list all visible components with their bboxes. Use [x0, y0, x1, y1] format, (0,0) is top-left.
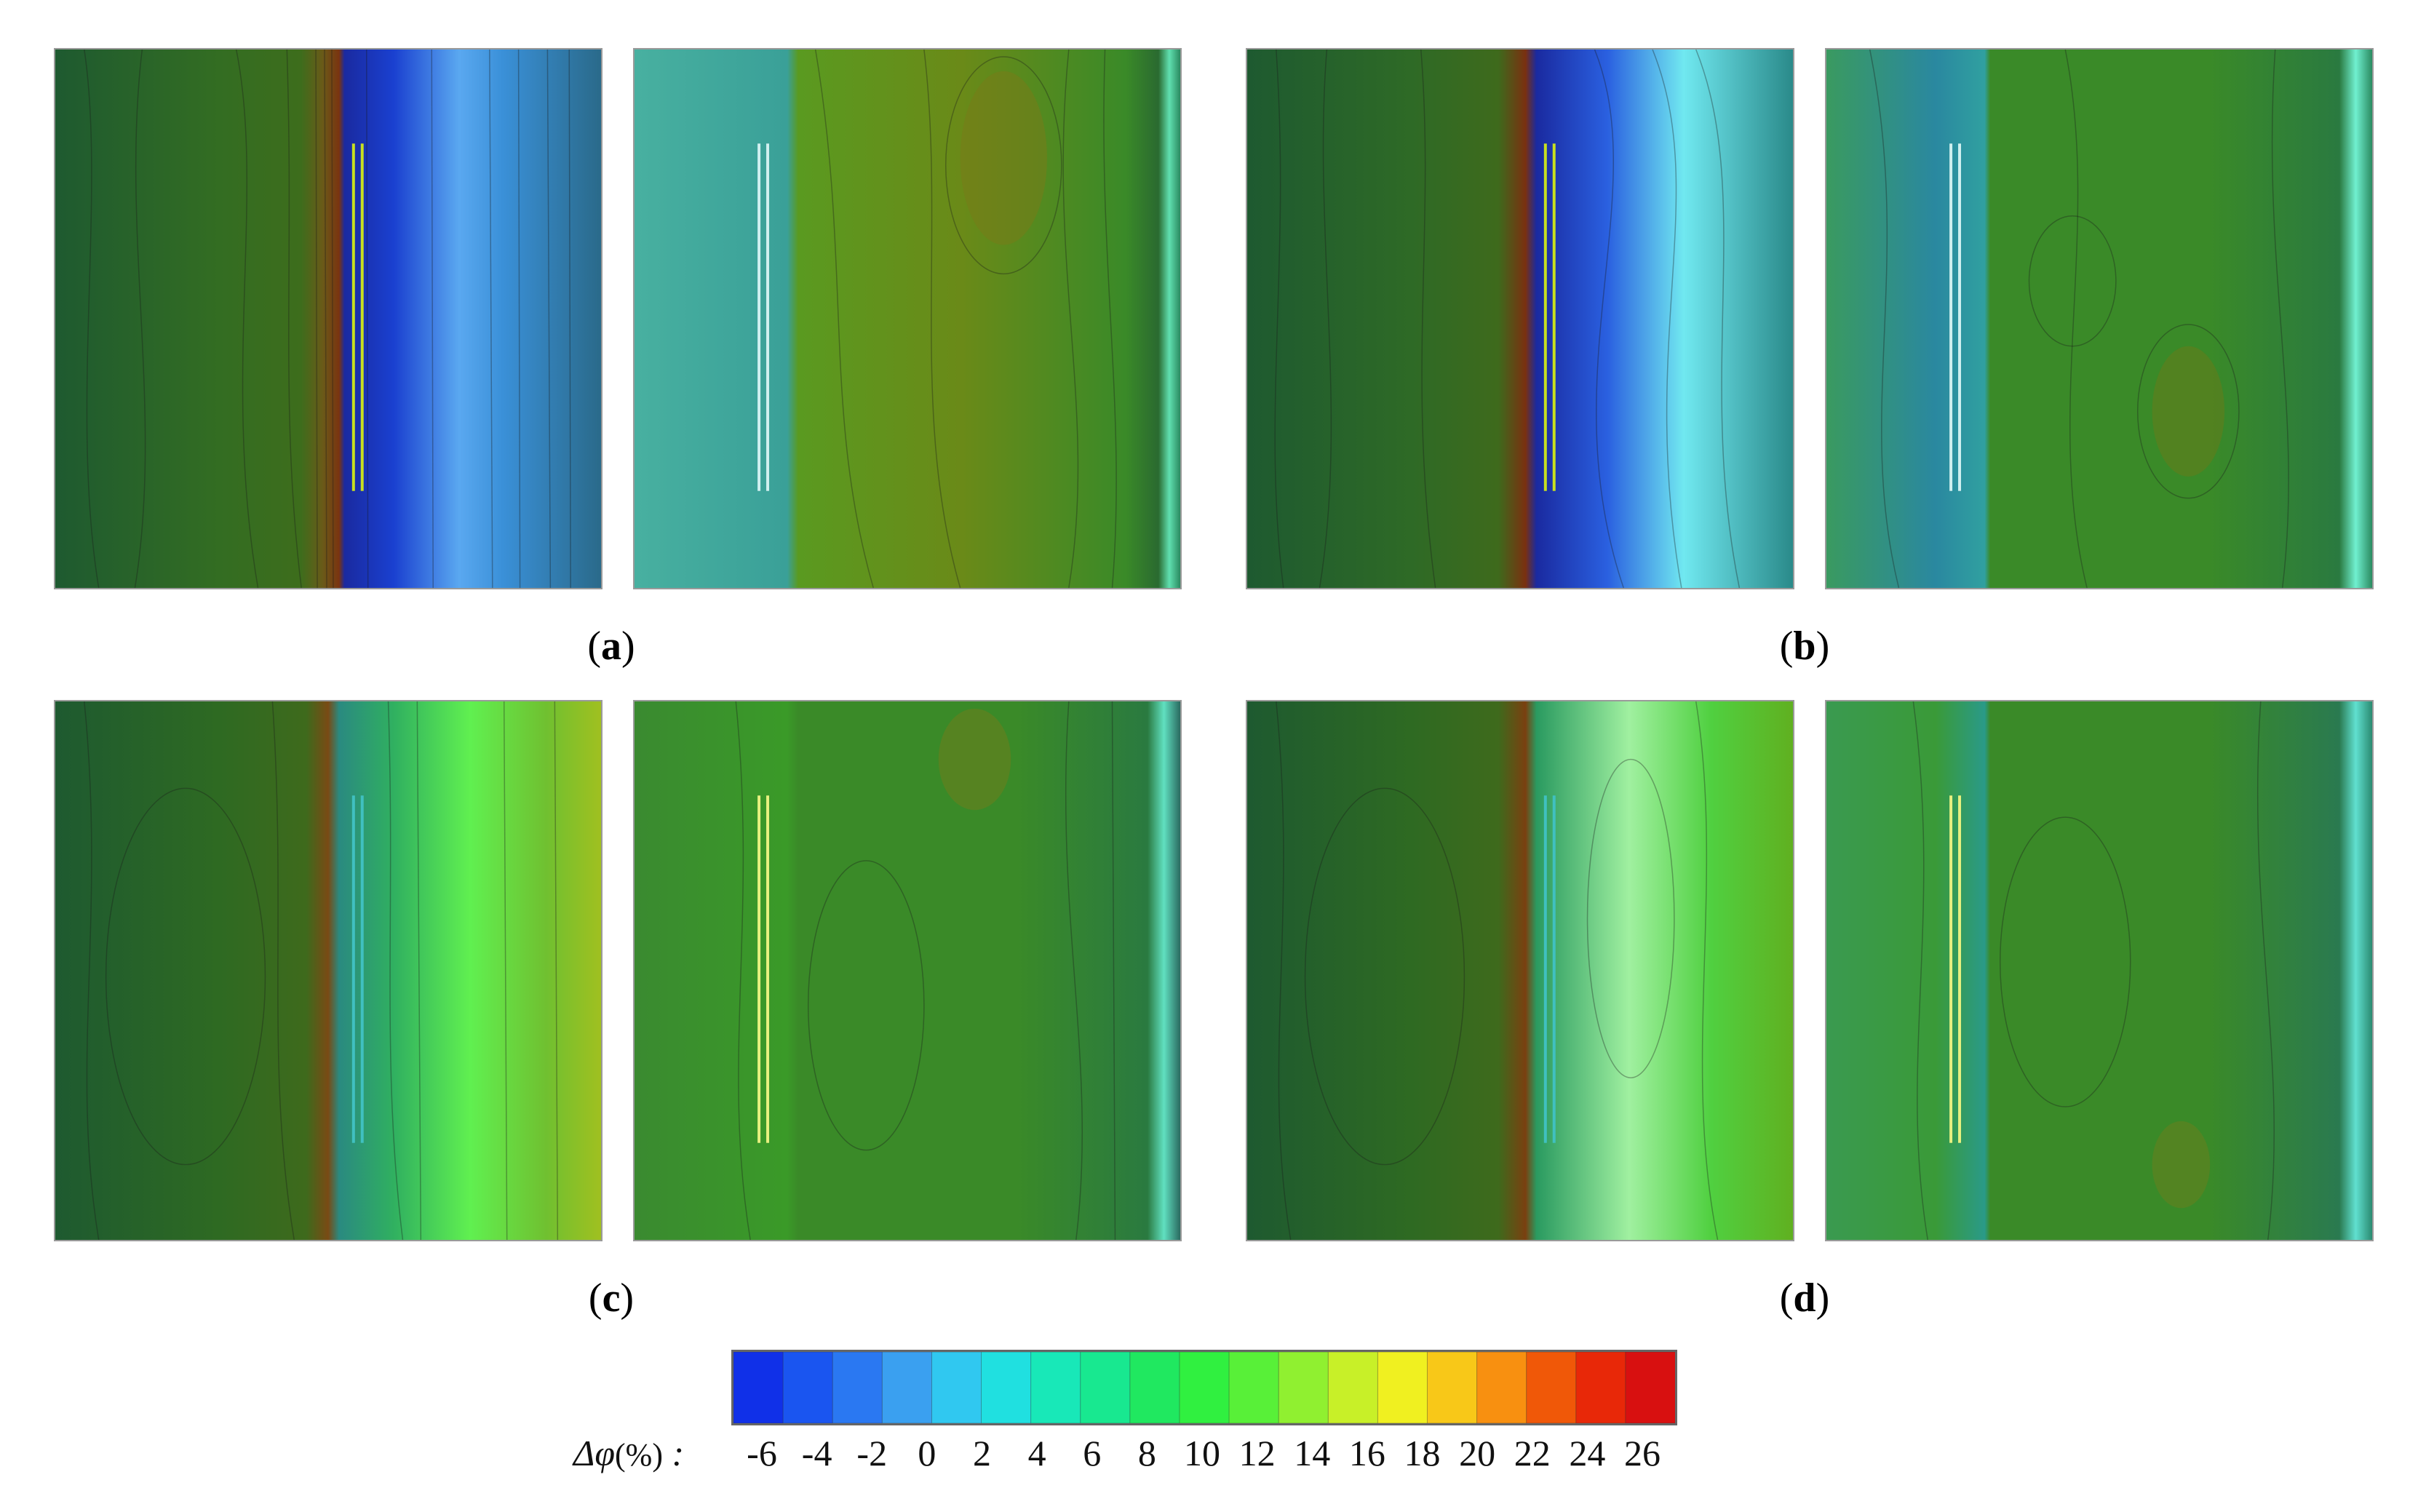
colorbar-swatch: [931, 1352, 982, 1423]
colorbar-symbol: Δφ: [573, 1433, 616, 1473]
colorbar-swatch: [733, 1352, 784, 1423]
colorbar-swatch: [1179, 1352, 1230, 1423]
panel-a-right-contour: [633, 48, 1182, 589]
colorbar-tick-label: 4: [1027, 1433, 1046, 1473]
panel-b-right-contour: [1825, 48, 2374, 589]
colorbar-tick-label: 8: [1137, 1433, 1156, 1473]
colorbar-swatch: [782, 1352, 834, 1423]
caption-a: (a): [587, 624, 635, 669]
colorbar-label: Δφ(%) :: [573, 1432, 684, 1474]
colorbar-tick-label: 26: [1624, 1433, 1661, 1473]
colorbar-unit: (%): [615, 1437, 663, 1473]
colorbar-swatch: [1526, 1352, 1577, 1423]
colorbar-swatch: [981, 1352, 1032, 1423]
caption-d: (d): [1779, 1276, 1830, 1321]
colorbar-tick-label: -4: [801, 1433, 832, 1473]
colorbar-tick-label: 20: [1459, 1433, 1496, 1473]
colorbar-swatch: [1228, 1352, 1280, 1423]
panel-b-left-contour: [1246, 48, 1794, 589]
caption-c: (c): [588, 1276, 635, 1321]
colorbar-tick-label: 10: [1184, 1433, 1220, 1473]
colorbar-tick-label: 14: [1294, 1433, 1331, 1473]
colorbar-tick-label: 0: [918, 1433, 936, 1473]
colorbar-separator: :: [672, 1433, 685, 1473]
colorbar-tick-label: 6: [1083, 1433, 1102, 1473]
colorbar-ticks: -6 -4 -2 0 2 4 6 8 10 12 14 16 18 20 22 24 26: [731, 1432, 1677, 1476]
panel-d-left-contour: [1246, 700, 1794, 1241]
colorbar-swatch: [1625, 1352, 1675, 1423]
colorbar-swatch: [1476, 1352, 1527, 1423]
colorbar-tick-label: -2: [856, 1433, 888, 1473]
colorbar-swatch: [881, 1352, 933, 1423]
colorbar-swatch: [1327, 1352, 1379, 1423]
colorbar-tick-label: 18: [1404, 1433, 1441, 1473]
colorbar-swatch: [1030, 1352, 1081, 1423]
colorbar-swatch: [1080, 1352, 1131, 1423]
caption-b: (b): [1779, 624, 1830, 669]
colorbar-tick-label: -6: [747, 1433, 777, 1473]
colorbar-swatch: [1426, 1352, 1478, 1423]
colorbar-tick-label: 12: [1238, 1433, 1276, 1473]
panel-d-right-contour: [1825, 700, 2374, 1241]
colorbar-tick-label: 2: [973, 1433, 991, 1473]
colorbar-tick-label: 24: [1569, 1433, 1606, 1473]
colorbar-tick-label: 16: [1348, 1433, 1385, 1473]
colorbar-swatch: [1278, 1352, 1329, 1423]
colorbar-swatch: [832, 1352, 883, 1423]
colorbar: [731, 1350, 1677, 1425]
colorbar-swatch: [1377, 1352, 1428, 1423]
colorbar-swatch: [1129, 1352, 1180, 1423]
panel-c-right-contour: [633, 700, 1182, 1241]
colorbar-swatch: [1575, 1352, 1626, 1423]
panel-a-left-contour: [54, 48, 602, 589]
colorbar-tick-label: 22: [1514, 1433, 1551, 1473]
panel-c-left-contour: [54, 700, 602, 1241]
